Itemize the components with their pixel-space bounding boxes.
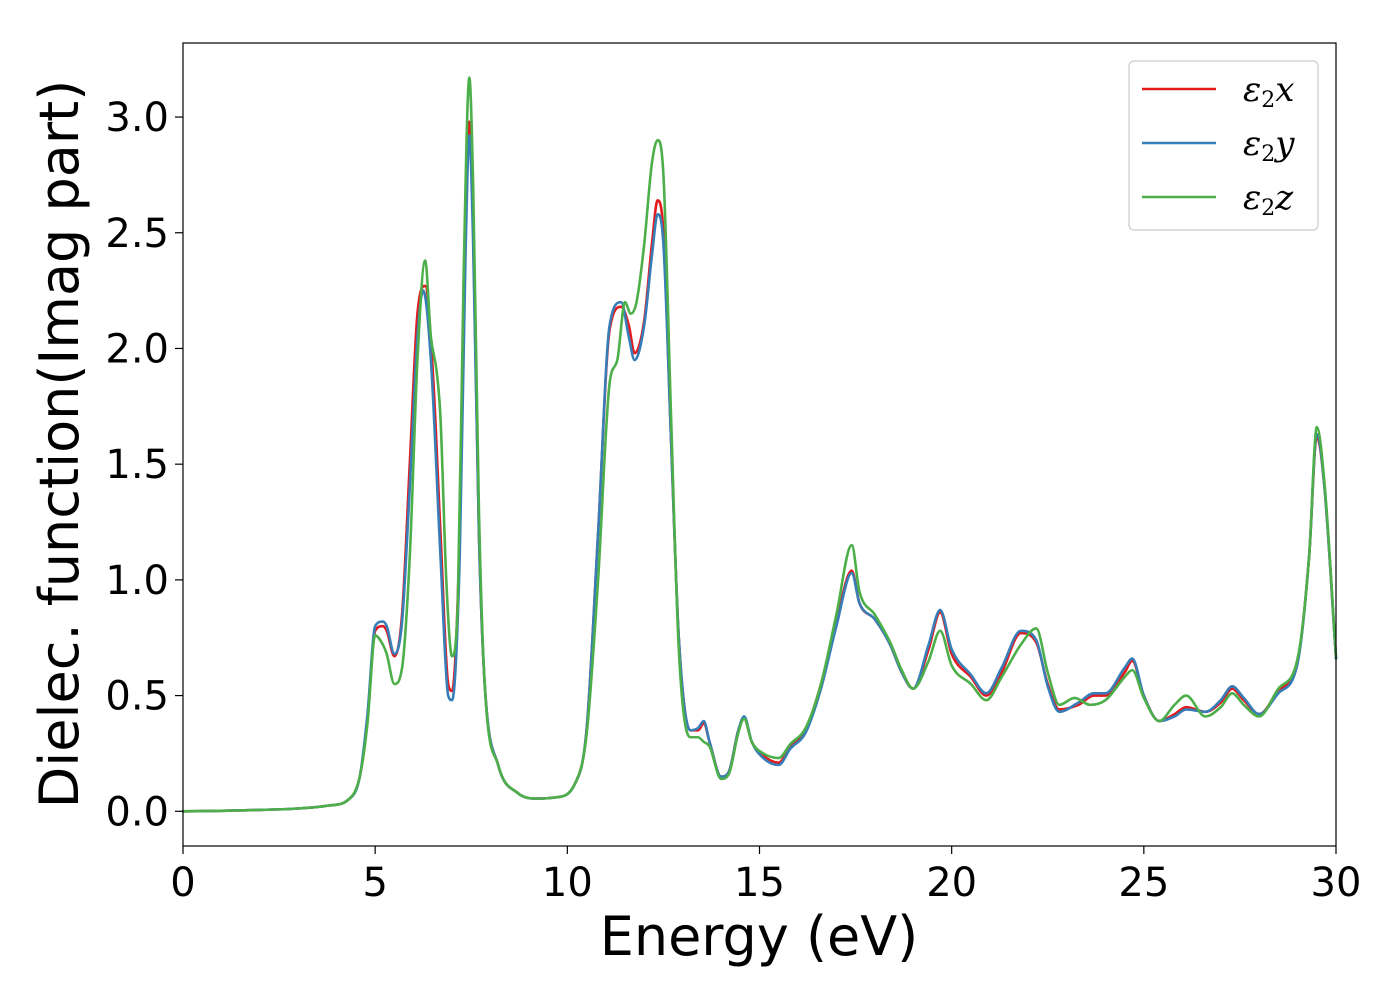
y-tick-label: 3.0 [105, 95, 169, 141]
series-line-eps2y [181, 134, 1338, 813]
legend-box [1128, 60, 1319, 231]
y-tick-label: 0.5 [105, 674, 169, 720]
x-tick-label: 25 [1118, 860, 1169, 906]
x-tick-label: 20 [926, 860, 977, 906]
series-line-eps2z [181, 76, 1338, 813]
y-tick-label: 0.0 [105, 789, 169, 835]
x-tick-label: 30 [1311, 860, 1362, 906]
y-tick-label: 1.5 [105, 442, 169, 488]
legend-label-eps2x: ε2x [1243, 70, 1294, 113]
y-axis-title: Dielec. function(Imag part) [28, 80, 91, 809]
legend-label-eps2z: ε2z [1243, 178, 1294, 221]
x-axis-ticks: 0 5 10 15 20 25 30 [170, 846, 1361, 906]
x-tick-label: 5 [362, 860, 387, 906]
y-axis-ticks: 0.0 0.5 1.0 1.5 2.0 2.5 3.0 [105, 95, 183, 835]
legend-label-eps2y: ε2y [1243, 124, 1295, 167]
x-tick-label: 15 [734, 860, 785, 906]
x-axis-title: Energy (eV) [600, 905, 919, 968]
y-tick-label: 1.0 [105, 558, 169, 604]
series-layer [181, 76, 1338, 813]
x-tick-label: 0 [170, 860, 195, 906]
y-tick-label: 2.0 [105, 326, 169, 372]
x-tick-label: 10 [542, 860, 593, 906]
y-tick-label: 2.5 [105, 211, 169, 257]
legend: ε2x ε2y ε2z [1128, 60, 1319, 231]
